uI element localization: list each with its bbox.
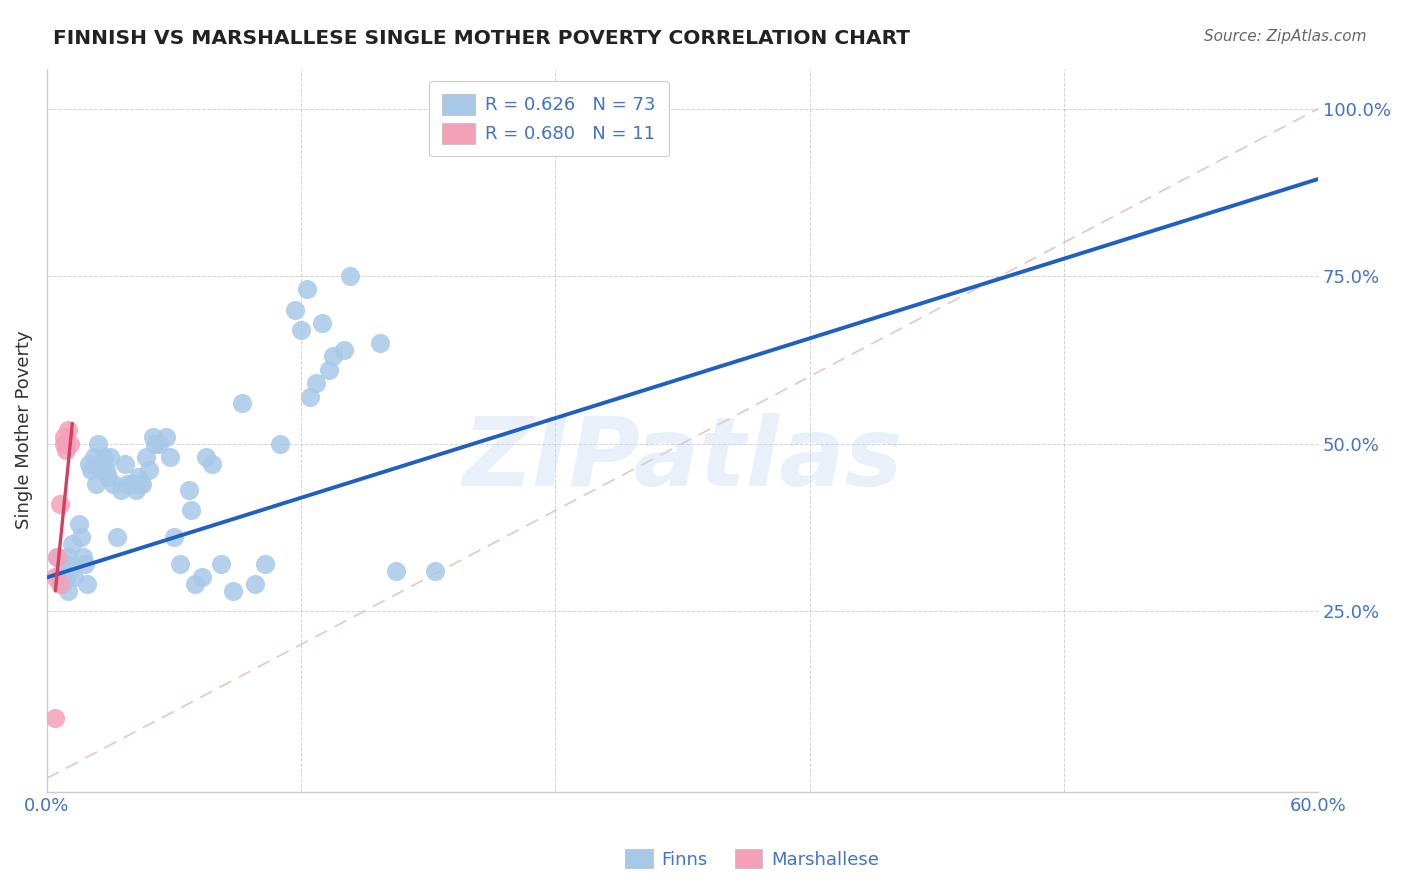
Point	[44, 570, 66, 584]
Point	[231, 396, 253, 410]
Point	[135, 450, 157, 464]
Point	[72, 550, 94, 565]
Point	[131, 476, 153, 491]
Text: ZIPatlas: ZIPatlas	[463, 412, 903, 506]
Point	[243, 577, 266, 591]
Point	[80, 463, 103, 477]
Point	[76, 577, 98, 591]
Point	[63, 570, 86, 584]
Point	[125, 483, 148, 498]
Y-axis label: Single Mother Poverty: Single Mother Poverty	[15, 331, 32, 530]
Point	[97, 470, 120, 484]
Point	[305, 376, 328, 391]
Point	[121, 476, 143, 491]
Point	[55, 570, 77, 584]
Point	[254, 557, 277, 571]
Point	[59, 436, 82, 450]
Point	[59, 564, 82, 578]
Point	[444, 115, 467, 129]
Point	[77, 457, 100, 471]
Point	[84, 476, 107, 491]
Point	[73, 557, 96, 571]
Point	[51, 564, 73, 578]
Point	[48, 577, 70, 591]
Point	[143, 436, 166, 450]
Point	[284, 302, 307, 317]
Point	[297, 283, 319, 297]
Point	[100, 450, 122, 464]
Point	[129, 476, 152, 491]
Point	[368, 336, 391, 351]
Point	[114, 457, 136, 471]
Point	[110, 483, 132, 498]
Point	[52, 430, 75, 444]
Point	[56, 423, 79, 437]
Point	[209, 557, 232, 571]
Point	[163, 530, 186, 544]
Point	[46, 550, 69, 565]
Point	[298, 390, 321, 404]
Point	[222, 583, 245, 598]
Text: FINNISH VS MARSHALLESE SINGLE MOTHER POVERTY CORRELATION CHART: FINNISH VS MARSHALLESE SINGLE MOTHER POV…	[53, 29, 911, 47]
Point	[148, 436, 170, 450]
Point	[83, 450, 105, 464]
Point	[69, 530, 91, 544]
Point	[190, 570, 212, 584]
Point	[93, 450, 115, 464]
Point	[159, 450, 181, 464]
Point	[48, 570, 70, 584]
Point	[96, 463, 118, 477]
Point	[318, 363, 340, 377]
Point	[142, 430, 165, 444]
Point	[55, 436, 77, 450]
Point	[194, 450, 217, 464]
Point	[55, 557, 77, 571]
Point	[56, 550, 79, 565]
Point	[87, 436, 110, 450]
Point	[46, 550, 69, 565]
Point	[177, 483, 200, 498]
Point	[52, 564, 75, 578]
Point	[55, 443, 77, 458]
Point	[51, 577, 73, 591]
Point	[155, 430, 177, 444]
Point	[91, 457, 114, 471]
Point	[67, 516, 90, 531]
Point	[311, 316, 333, 330]
Point	[56, 583, 79, 598]
Point	[180, 503, 202, 517]
Point	[101, 476, 124, 491]
Legend: R = 0.626   N = 73, R = 0.680   N = 11: R = 0.626 N = 73, R = 0.680 N = 11	[429, 81, 669, 156]
Text: Source: ZipAtlas.com: Source: ZipAtlas.com	[1204, 29, 1367, 44]
Point	[52, 436, 75, 450]
Point	[105, 530, 128, 544]
Point	[89, 463, 111, 477]
Point	[269, 436, 291, 450]
Point	[322, 350, 344, 364]
Point	[332, 343, 354, 357]
Point	[339, 269, 361, 284]
Point	[290, 323, 312, 337]
Point	[60, 537, 83, 551]
Point	[44, 711, 66, 725]
Legend: Finns, Marshallese: Finns, Marshallese	[619, 842, 886, 876]
Point	[127, 470, 149, 484]
Point	[48, 497, 70, 511]
Point	[138, 463, 160, 477]
Point	[169, 557, 191, 571]
Point	[117, 476, 139, 491]
Point	[423, 564, 446, 578]
Point	[385, 564, 408, 578]
Point	[201, 457, 224, 471]
Point	[184, 577, 207, 591]
